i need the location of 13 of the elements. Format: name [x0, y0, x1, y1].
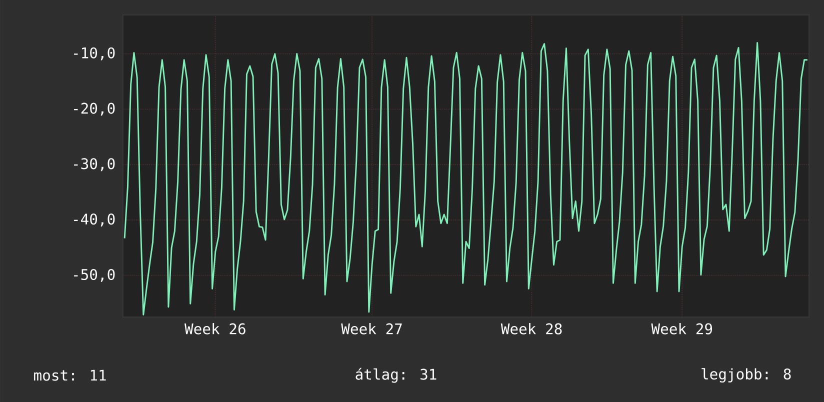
x-tick-label: Week 29	[651, 323, 712, 334]
y-tick-label: -50,0	[74, 268, 115, 282]
text: legjobb: 8	[702, 368, 791, 383]
y-tick-label: -40,0	[74, 214, 115, 226]
line-series	[124, 42, 808, 316]
y-tick-label: -10,0	[74, 47, 115, 60]
text: most: 11	[34, 370, 106, 381]
x-tick-label: Week 27	[341, 323, 402, 334]
x-tick-label: Week 26	[184, 323, 246, 334]
y-tick-label: -20,0	[74, 102, 115, 116]
y-tick-label: -30,0	[74, 158, 115, 172]
x-tick-label: Week 28	[500, 323, 562, 334]
text: átlag: 31	[356, 368, 436, 383]
